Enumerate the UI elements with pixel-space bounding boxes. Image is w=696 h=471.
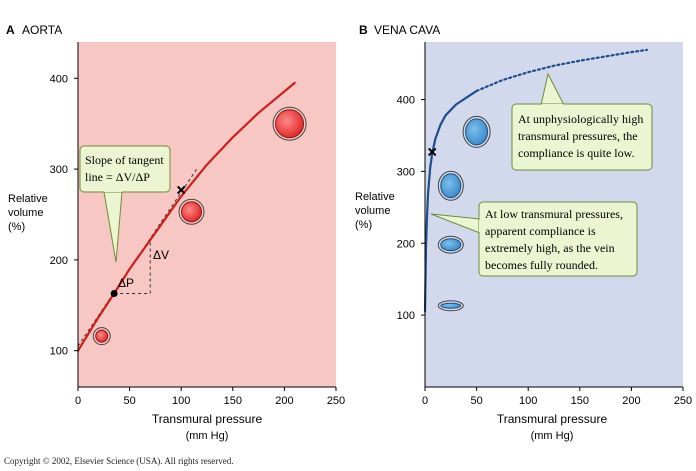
- panel-a-x-tick-label: 150: [224, 395, 242, 407]
- panel-a-vessel: [181, 201, 203, 223]
- panel-a-y-tick-label: 100: [50, 346, 68, 358]
- callout-box: [511, 103, 653, 171]
- cross-stroke: [176, 185, 186, 195]
- panel-a-letter: A: [6, 23, 15, 37]
- callout-line-2: transmural pressures, the: [518, 129, 638, 143]
- panel-b-x-tick-label: 200: [622, 395, 640, 407]
- panel-b-y-tick-label: 300: [397, 166, 415, 178]
- cross-stroke: [428, 147, 437, 157]
- panel-b-y-label-line-1: Relative: [355, 191, 395, 203]
- panel-b-vessel: [440, 302, 462, 309]
- panel-b-y-label-line-3: (%): [355, 219, 372, 231]
- panel-a-tangent-callout: Slope of tangent line = ΔV/ΔP: [79, 145, 171, 263]
- callout-line-3: compliance is quite low.: [518, 146, 635, 160]
- panel-b-letter: B: [359, 23, 368, 37]
- panel-b-vessel: [465, 118, 489, 146]
- panel-b-x-tick-label: 150: [571, 395, 589, 407]
- panel-b-vessel: [440, 173, 462, 199]
- callout-box: [79, 145, 171, 193]
- callout-line-1: At unphysiologically high: [518, 112, 643, 126]
- panel-a-vessel-outline: [272, 106, 307, 141]
- panel-a-y-tick-label: 400: [50, 73, 68, 85]
- panel-a-y-tick-label: 200: [50, 255, 68, 267]
- panel-b-y-label: Relative volume (%): [355, 191, 395, 231]
- panel-b-x-unit: (mm Hg): [531, 430, 574, 442]
- panel-a-y-label-line-2: volume: [8, 207, 43, 219]
- callout-line-4: becomes fully rounded.: [485, 258, 598, 272]
- callout-line-2: line = ΔV/ΔP: [85, 170, 150, 184]
- panel-b-x-tick-label: 0: [422, 395, 428, 407]
- panel-a: A AORTA 0 50 100 150 200 250 100 200 300 400 Rela…: [6, 23, 345, 442]
- panel-a-title: AORTA: [22, 23, 62, 37]
- callout-line-2: apparent compliance is: [485, 224, 596, 238]
- panel-a-x-tick-label: 250: [327, 395, 345, 407]
- callout-box: [478, 201, 638, 277]
- panel-b-x-tick-label: 250: [674, 395, 692, 407]
- panel-a-y-label-line-1: Relative: [8, 193, 48, 205]
- callout-line-1: At low transmural pressures,: [485, 207, 623, 221]
- callout-line-1: Slope of tangent: [85, 153, 164, 167]
- panel-b-point-cross: [428, 147, 437, 157]
- panel-b: B VENA CAVA 0 50 100 150 200 250100200300400 …: [355, 23, 692, 442]
- panel-a-y-tick-label: 300: [50, 164, 68, 176]
- panel-b-vessel-outline: [437, 235, 464, 254]
- panel-a-vessel: [275, 109, 305, 139]
- panel-b-vessel-outline: [437, 300, 464, 312]
- panel-a-x-label: Transmural pressure: [152, 412, 263, 426]
- panel-b-y-tick-label: 400: [397, 95, 415, 107]
- panel-b-y-label-line-2: volume: [355, 205, 390, 217]
- panel-a-curve-0: [76, 81, 296, 352]
- delta-v-label: ΔV: [153, 248, 169, 262]
- delta-p-label: ΔP: [118, 276, 134, 290]
- callout-line-3: extremely high, as the vein: [485, 241, 615, 255]
- panel-b-x-tick-label: 50: [470, 395, 482, 407]
- copyright-notice: Copyright © 2002, Elsevier Science (USA)…: [4, 456, 234, 466]
- panel-a-y-label-line-3: (%): [8, 221, 25, 233]
- panel-a-x-tick-label: 0: [75, 395, 81, 407]
- panel-b-y-tick-label: 100: [397, 310, 415, 322]
- panel-b-curve-0: [423, 89, 478, 313]
- panel-b-y-tick-label: 200: [397, 238, 415, 250]
- panel-b-vessel-outline: [462, 115, 491, 148]
- panel-a-vessel-outline: [178, 198, 205, 225]
- panel-a-point-dot: [110, 289, 118, 297]
- panel-a-x-tick-label: 100: [172, 395, 190, 407]
- panel-b-low-pressure-callout: At low transmural pressures, apparent co…: [430, 201, 638, 277]
- panel-a-vessel: [95, 329, 109, 343]
- panel-a-x-unit: (mm Hg): [186, 430, 229, 442]
- panel-b-curve-1: [475, 48, 648, 92]
- panel-b-title: VENA CAVA: [374, 23, 440, 37]
- panel-b-vessel: [440, 238, 462, 252]
- panel-a-vessel-outline: [92, 327, 111, 346]
- panel-a-plot-area: [78, 42, 336, 387]
- panel-a-x-tick-label: 200: [275, 395, 293, 407]
- panel-a-x-tick-label: 50: [123, 395, 135, 407]
- panel-a-y-label: Relative volume (%): [8, 193, 48, 233]
- panel-b-x-tick-label: 100: [519, 395, 537, 407]
- panel-b-vessel-outline: [437, 170, 464, 201]
- panel-b-x-label: Transmural pressure: [497, 412, 608, 426]
- panel-b-high-pressure-callout: At unphysiologically high transmural pre…: [511, 72, 653, 171]
- panel-a-point-cross: [176, 185, 186, 195]
